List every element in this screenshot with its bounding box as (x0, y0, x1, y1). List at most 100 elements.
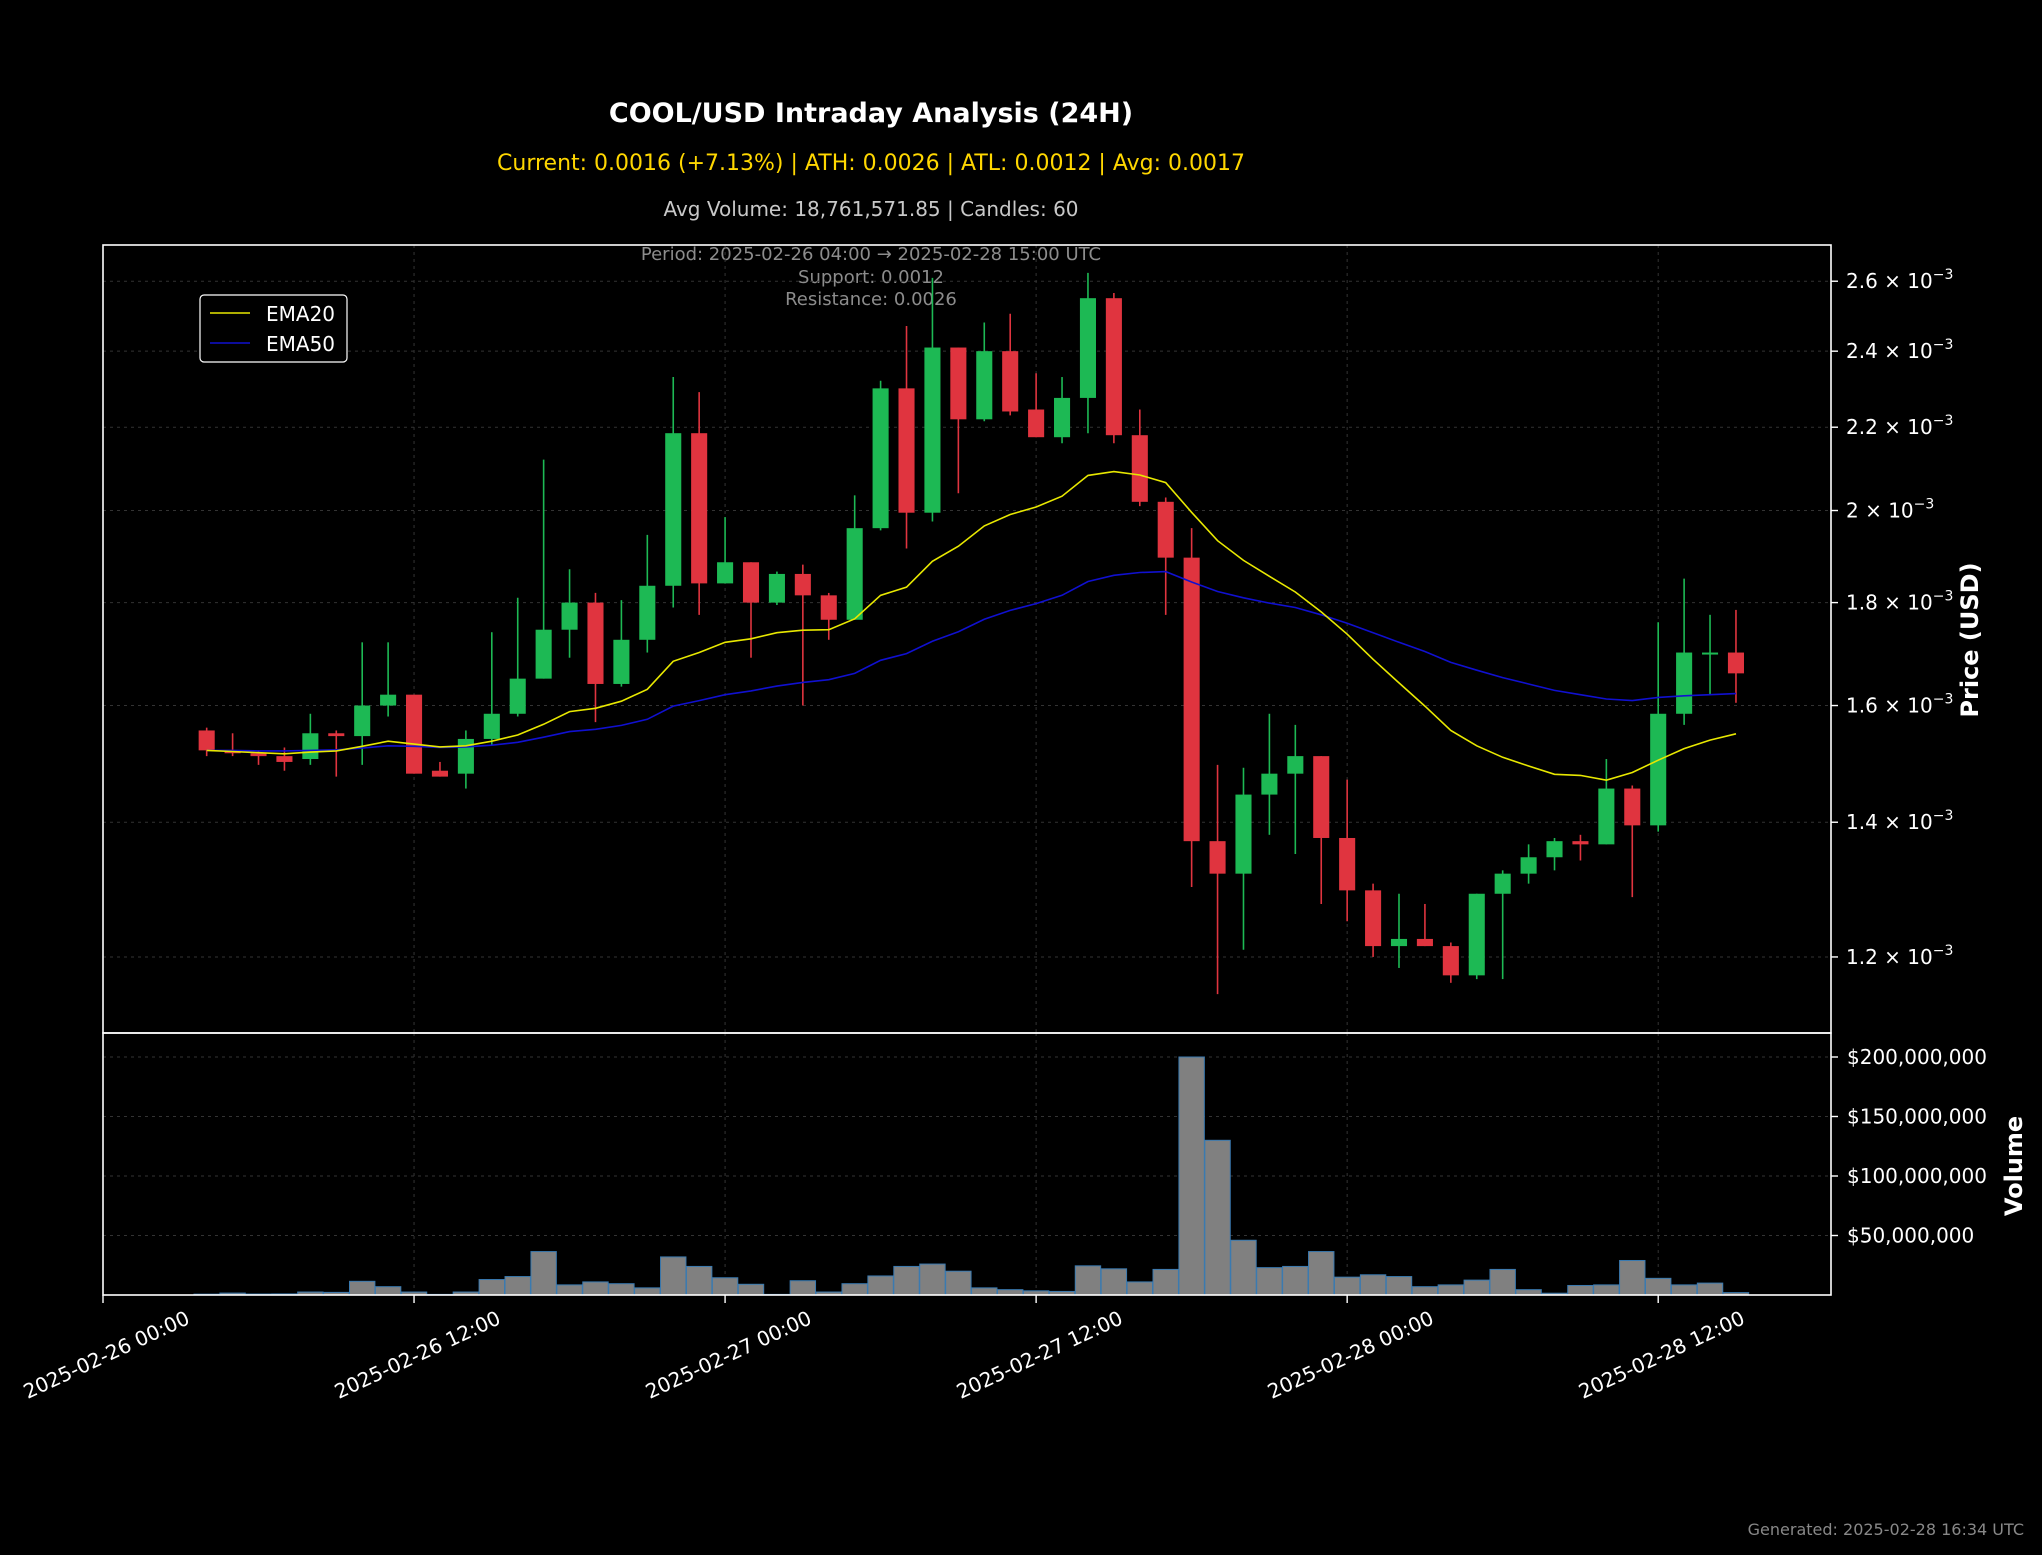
volume-tick-label-1: $100,000,000 (1847, 1164, 1987, 1188)
candle-body (431, 770, 448, 777)
price-tick-label-2: 1.6 × 10−3 (1846, 692, 1953, 718)
legend: EMA20 EMA50 (199, 294, 348, 363)
price-stats: Current: 0.0016 (+7.13%) | ATH: 0.0026 |… (497, 151, 1245, 176)
candle-body (1468, 893, 1485, 976)
candle-body (509, 678, 526, 714)
volume-bar-39 (1204, 1139, 1231, 1296)
volume-bar-37 (1152, 1268, 1179, 1296)
candle-body (976, 351, 993, 420)
candle-46 (1390, 893, 1408, 968)
x-tick-label-3: 2025-02-27 12:00 (953, 1306, 1126, 1404)
volume-bar-14 (556, 1284, 583, 1296)
ema-layer (206, 470, 1737, 782)
candle-body (406, 694, 423, 774)
candle-7 (380, 642, 397, 717)
price-y-axis: 1.2 × 10−3 1.4 × 10−3 1.6 × 10−3 1.8 × 10−3… (1831, 267, 1953, 969)
candle-38 (1183, 528, 1200, 888)
volume-bar-38 (1178, 1056, 1205, 1296)
volume-stats: Avg Volume: 18,761,571.85 | Candles: 60 (663, 197, 1079, 221)
volume-axis-label: Volume (2000, 1116, 2028, 1216)
volume-bar-13 (530, 1251, 557, 1296)
volume-bar-11 (478, 1279, 506, 1296)
candle-body (691, 433, 708, 584)
candle-18 (665, 377, 682, 608)
candle-16 (613, 600, 630, 687)
candle-49 (1468, 893, 1485, 980)
candle-body (1650, 713, 1667, 826)
candle-29 (950, 347, 967, 494)
candle-body (924, 347, 941, 513)
volume-bar-35 (1100, 1268, 1128, 1296)
candle-body (717, 562, 734, 584)
candle-28 (924, 277, 941, 522)
volume-bar-31 (996, 1289, 1024, 1296)
legend-ema20-label: EMA20 (266, 302, 335, 326)
candle-12 (509, 597, 526, 717)
candle-body (1727, 652, 1744, 674)
candle-48 (1442, 942, 1459, 983)
candle-body (950, 347, 967, 420)
volume-y-axis: $50,000,000 $100,000,000 $150,000,000 $200,… (1831, 1045, 1987, 1248)
candle-body (1313, 756, 1330, 838)
candle-body (354, 705, 371, 737)
candle-32 (1028, 373, 1045, 438)
candle-34 (1079, 272, 1096, 434)
volume-bar-46 (1385, 1276, 1413, 1296)
candle-body (742, 562, 760, 603)
candle-27 (898, 326, 915, 549)
candle-body (587, 602, 604, 684)
price-tick-label-3: 1.8 × 10−3 (1846, 589, 1953, 615)
candle-body (1365, 890, 1382, 947)
candle-43 (1313, 756, 1330, 904)
volume-bar-23 (789, 1280, 817, 1296)
volume-bar-53 (1567, 1284, 1594, 1296)
candle-17 (639, 534, 656, 653)
candle-4 (302, 713, 319, 765)
candle-31 (1002, 313, 1019, 416)
x-tick-label-5: 2025-02-28 12:00 (1575, 1306, 1748, 1404)
candle-56 (1650, 622, 1667, 832)
candle-body (380, 694, 397, 706)
volume-bar-17 (634, 1287, 661, 1296)
candle-body (1002, 351, 1019, 412)
candle-body (1054, 397, 1071, 438)
volume-bar-42 (1282, 1265, 1309, 1296)
candle-body (639, 585, 656, 640)
volume-bar-26 (867, 1275, 894, 1296)
volume-bar-45 (1359, 1274, 1387, 1296)
volume-bar-7 (374, 1286, 402, 1296)
candle-54 (1598, 759, 1615, 845)
volume-bar-54 (1593, 1284, 1620, 1296)
price-tick-label-1: 1.4 × 10−3 (1846, 808, 1953, 834)
candle-body (846, 528, 863, 620)
candle-body (1209, 841, 1226, 874)
volume-bar-50 (1489, 1268, 1516, 1296)
candle-body (665, 433, 682, 586)
candle-body (1183, 557, 1200, 842)
volume-bar-19 (685, 1265, 713, 1296)
volume-bar-25 (841, 1283, 868, 1296)
candle-14 (561, 569, 578, 658)
candle-50 (1494, 870, 1511, 980)
candle-52 (1546, 837, 1563, 871)
candle-body (1339, 837, 1356, 891)
x-tick-label-1: 2025-02-26 12:00 (331, 1306, 504, 1404)
candle-body (1390, 938, 1408, 947)
candle-body (1546, 841, 1563, 858)
legend-ema50-label: EMA50 (266, 332, 335, 356)
candle-47 (1416, 903, 1433, 947)
candle-23 (794, 564, 811, 706)
candle-body (483, 713, 500, 739)
volume-bar-16 (608, 1283, 635, 1296)
candle-body (872, 388, 889, 529)
candle-body (1598, 788, 1615, 845)
volume-bar-56 (1644, 1277, 1672, 1296)
candle-20 (717, 517, 734, 584)
volume-bar-51 (1515, 1289, 1542, 1296)
legend-box (199, 294, 348, 363)
volume-bar-49 (1463, 1279, 1490, 1296)
candle-body (1261, 773, 1278, 795)
price-grid (102, 245, 1831, 1033)
candle-body (250, 753, 267, 757)
